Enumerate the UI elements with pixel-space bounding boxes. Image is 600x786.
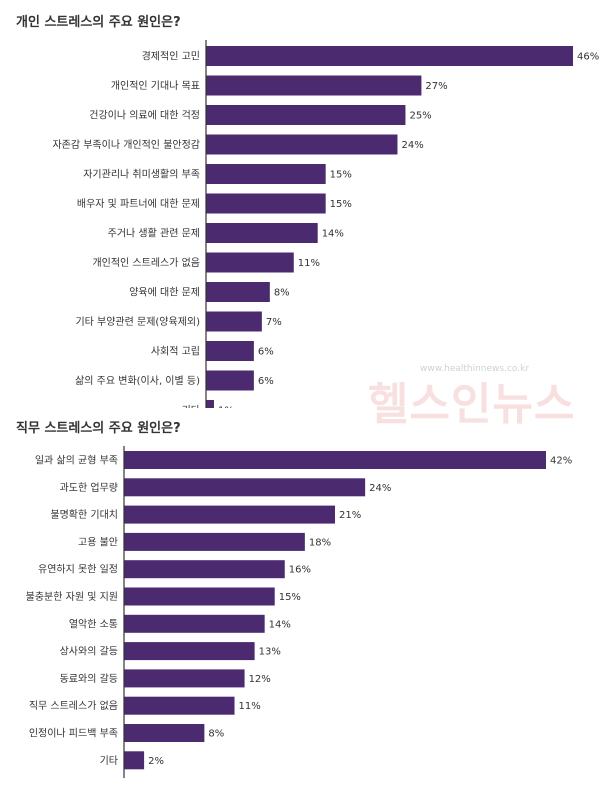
bar bbox=[124, 587, 275, 606]
bar bbox=[124, 451, 546, 469]
category-label: 배우자 및 파트너에 대한 문제 bbox=[77, 198, 200, 210]
value-label: 11% bbox=[239, 701, 261, 712]
bar bbox=[206, 75, 422, 96]
value-label: 1% bbox=[218, 406, 234, 409]
category-label: 동료와의 갈등 bbox=[60, 672, 118, 685]
value-label: 15% bbox=[330, 170, 352, 181]
value-label: 15% bbox=[279, 592, 301, 603]
bar bbox=[124, 478, 366, 497]
value-label: 14% bbox=[269, 619, 291, 630]
value-label: 25% bbox=[409, 111, 431, 122]
bar bbox=[206, 105, 406, 125]
value-label: 14% bbox=[322, 229, 344, 240]
value-label: 7% bbox=[266, 317, 282, 328]
chart-title: 개인 스트레스의 주요 원인은? bbox=[16, 15, 181, 30]
category-label: 사회적 고립 bbox=[151, 345, 200, 358]
bar bbox=[124, 669, 245, 688]
category-label: 삶의 주요 변화(이사, 이별 등) bbox=[75, 375, 200, 387]
value-label: 2% bbox=[148, 756, 164, 767]
bar bbox=[206, 370, 254, 391]
bar bbox=[206, 341, 254, 361]
category-label: 상사와의 갈등 bbox=[60, 645, 118, 658]
bar bbox=[206, 400, 214, 408]
category-label: 열악한 소통 bbox=[69, 618, 118, 630]
bar bbox=[124, 642, 255, 661]
value-label: 8% bbox=[274, 288, 290, 299]
value-label: 12% bbox=[249, 674, 271, 685]
value-label: 21% bbox=[339, 510, 361, 521]
bar bbox=[206, 134, 398, 155]
bar-chart-personal-stress: 경제적인 고민 46% 개인적인 기대나 목표 27% 건강이나 의료에 대한 걱정 25… bbox=[52, 40, 599, 409]
category-label: 인정이나 피드백 부족 bbox=[29, 728, 118, 740]
category-label: 양육에 대한 문제 bbox=[129, 287, 200, 299]
bar bbox=[124, 751, 145, 770]
category-label: 자기관리나 취미생활의 부족 bbox=[83, 168, 200, 181]
value-label: 13% bbox=[259, 647, 281, 658]
value-label: 46% bbox=[577, 52, 599, 63]
category-label: 직무 스트레스가 없음 bbox=[29, 699, 118, 712]
category-label: 건강이나 의료에 대한 걱정 bbox=[89, 110, 200, 122]
category-label: 개인적인 기대나 목표 bbox=[111, 80, 200, 92]
bar bbox=[124, 505, 335, 524]
bar bbox=[206, 282, 270, 302]
category-label: 주거나 생활 관련 문제 bbox=[108, 227, 200, 240]
category-label: 유연하지 못한 일정 bbox=[38, 563, 118, 576]
chart-title: 직무 스트레스의 주요 원인은? bbox=[16, 421, 181, 436]
category-label: 경제적인 고민 bbox=[142, 50, 200, 63]
category-label: 기타 bbox=[182, 405, 200, 409]
category-label: 불충분한 자원 및 지원 bbox=[26, 591, 118, 603]
value-label: 6% bbox=[258, 347, 274, 358]
category-label: 기타 부양관련 문제(양육제외) bbox=[75, 316, 200, 328]
bar bbox=[124, 696, 235, 715]
value-label: 8% bbox=[208, 729, 224, 740]
value-label: 42% bbox=[550, 456, 572, 467]
category-label: 일과 삶의 균형 부족 bbox=[35, 455, 118, 467]
value-label: 6% bbox=[258, 376, 274, 387]
bar bbox=[124, 532, 305, 551]
category-label: 고용 불안 bbox=[78, 536, 118, 548]
value-label: 24% bbox=[401, 140, 423, 151]
value-label: 27% bbox=[425, 81, 447, 92]
value-label: 15% bbox=[330, 199, 352, 210]
bar bbox=[206, 193, 326, 214]
bar bbox=[206, 311, 262, 332]
bar bbox=[206, 252, 294, 273]
value-label: 16% bbox=[289, 565, 311, 576]
category-label: 개인적인 스트레스가 없음 bbox=[92, 256, 200, 269]
category-label: 기타 bbox=[100, 755, 118, 767]
value-label: 18% bbox=[309, 537, 331, 548]
category-label: 자존감 부족이나 개인적인 불안정감 bbox=[52, 139, 200, 151]
value-label: 24% bbox=[369, 483, 391, 494]
category-label: 과도한 업무량 bbox=[60, 481, 118, 494]
category-label: 불명확한 기대치 bbox=[50, 509, 118, 521]
bar bbox=[206, 223, 318, 243]
value-label: 11% bbox=[298, 258, 320, 269]
bar bbox=[206, 46, 573, 66]
bar bbox=[124, 560, 285, 579]
bar bbox=[124, 724, 205, 742]
bar bbox=[206, 164, 326, 184]
bar bbox=[124, 614, 265, 633]
